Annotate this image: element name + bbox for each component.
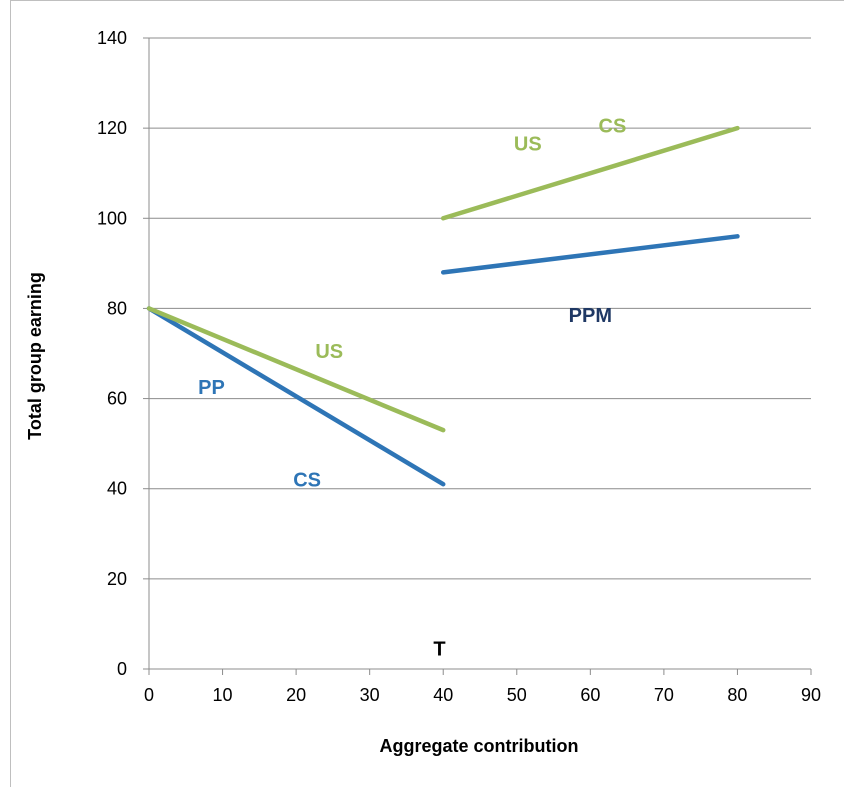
annotation-label: CS xyxy=(599,116,627,138)
x-tick-label: 30 xyxy=(360,685,380,705)
x-tick-label: 50 xyxy=(507,685,527,705)
series-line-2 xyxy=(146,306,446,433)
tick-labels: 0 20 40 60 80 100 120 140 0 10 20 30 40 50 60 70 80 90 xyxy=(97,28,821,705)
x-tick-label: 10 xyxy=(213,685,233,705)
y-tick-label: 60 xyxy=(107,389,127,409)
frame-left-border xyxy=(10,0,11,787)
y-tick-label: 80 xyxy=(107,298,127,318)
annotation-label: PPM xyxy=(569,305,612,327)
x-tick-label: 90 xyxy=(801,685,821,705)
gridlines xyxy=(149,37,811,580)
x-axis-title: Aggregate contribution xyxy=(380,736,579,756)
x-tick-label: 60 xyxy=(580,685,600,705)
x-tick-label: 80 xyxy=(727,685,747,705)
x-tick-label: 20 xyxy=(286,685,306,705)
y-tick-label: 120 xyxy=(97,118,127,138)
annotation-label: US xyxy=(514,134,542,156)
y-tick-label: 0 xyxy=(117,659,127,679)
x-tick-label: 0 xyxy=(144,685,154,705)
frame-top-border xyxy=(10,0,844,1)
annotation-label: US xyxy=(315,341,343,363)
y-tick-label: 40 xyxy=(107,479,127,499)
annotation-label: T xyxy=(433,638,445,660)
series-line-3 xyxy=(440,234,740,275)
x-tick-label: 70 xyxy=(654,685,674,705)
y-tick-label: 20 xyxy=(107,569,127,589)
y-tick-label: 100 xyxy=(97,208,127,228)
axes xyxy=(143,37,812,675)
series-lines xyxy=(146,125,740,487)
y-axis-title: Total group earning xyxy=(25,272,45,440)
annotations: PP CS US US CS PPM T xyxy=(198,116,626,661)
series-line-1 xyxy=(146,306,446,487)
annotation-label: CS xyxy=(293,469,321,491)
x-tick-label: 40 xyxy=(433,685,453,705)
annotation-label: PP xyxy=(198,377,225,399)
y-tick-label: 140 xyxy=(97,28,127,48)
series-line-4 xyxy=(440,125,740,221)
